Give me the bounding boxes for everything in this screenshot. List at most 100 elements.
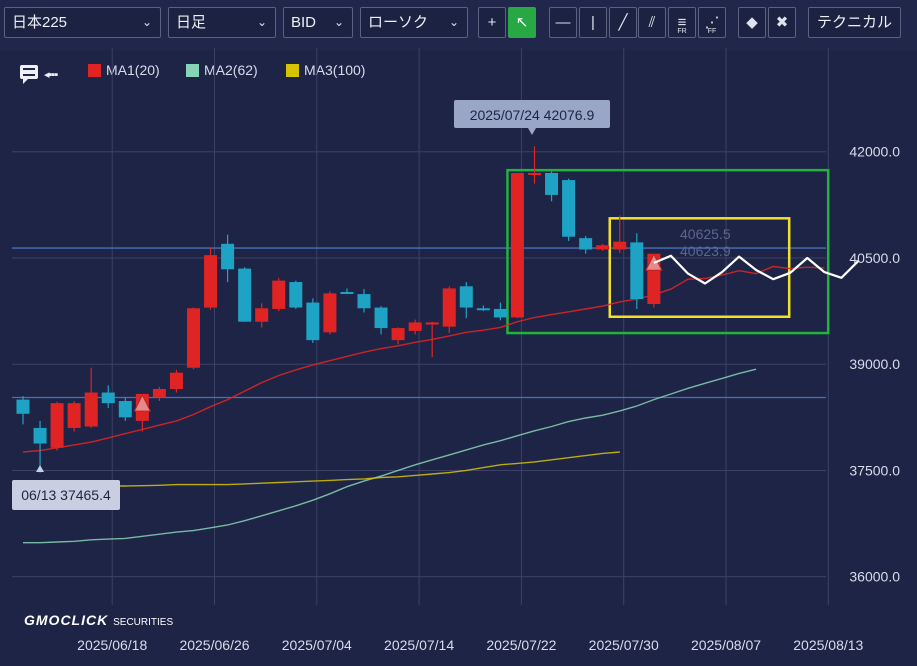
legend-swatch bbox=[88, 64, 101, 77]
candle bbox=[187, 307, 200, 370]
candle-body bbox=[67, 403, 81, 428]
x-tick-label: 2025/08/07 bbox=[691, 637, 761, 653]
candle bbox=[493, 302, 507, 321]
price-label-1: 40625.5 bbox=[680, 226, 731, 242]
logo-sub: SECURITIES bbox=[113, 617, 174, 628]
candle bbox=[272, 277, 286, 312]
candle bbox=[476, 305, 490, 312]
fibonacci-retracement-tool-sublabel: FR bbox=[677, 28, 687, 35]
vertical-line-tool[interactable]: | bbox=[579, 7, 607, 38]
candle-body bbox=[323, 293, 337, 333]
broker-logo: GMOCLICK SECURITIES bbox=[24, 612, 173, 628]
low-callout-label: 06/13 37465.4 bbox=[21, 487, 111, 503]
candle bbox=[306, 298, 320, 343]
x-tick-label: 2025/06/18 bbox=[77, 637, 147, 653]
cursor-icon: ↖ bbox=[515, 14, 529, 31]
legend-item-ma3[interactable]: MA3(100) bbox=[286, 62, 365, 78]
freehand-drawing bbox=[653, 254, 860, 285]
axis-labels: 42000.0 40500.0 39000.0 37500.0 36000.0 2025/… bbox=[77, 144, 900, 653]
x-tick-label: 2025/07/04 bbox=[282, 637, 352, 653]
eraser-tool[interactable]: ◆ bbox=[738, 7, 766, 38]
chart-style-label: ローソク bbox=[368, 14, 429, 31]
ma1-line bbox=[22, 265, 825, 453]
candle-body bbox=[562, 180, 576, 237]
collapse-legend-icon[interactable]: ◂▪▪▪ bbox=[44, 69, 58, 81]
technical-button[interactable]: テクニカル bbox=[808, 7, 902, 38]
legend-item-ma1[interactable]: MA1(20) bbox=[88, 62, 160, 78]
period-label: 日足 bbox=[176, 14, 207, 31]
candle-body bbox=[16, 399, 30, 414]
chart-style-dropdown[interactable]: ローソク ⌄ bbox=[360, 7, 468, 38]
x-tick-label: 2025/07/22 bbox=[486, 637, 556, 653]
fibonacci-fan-tool[interactable]: ⋰ FF bbox=[698, 7, 726, 38]
candle-body bbox=[238, 268, 252, 322]
trend-line-tool[interactable]: ╱ bbox=[609, 7, 637, 38]
chevron-down-icon: ⌄ bbox=[333, 15, 344, 29]
candle bbox=[459, 282, 473, 319]
candle-body bbox=[391, 328, 405, 341]
y-tick-label: 42000.0 bbox=[849, 144, 900, 160]
x-tick-label: 2025/07/14 bbox=[384, 637, 454, 653]
cursor-tool[interactable]: ↖ bbox=[508, 7, 536, 38]
candle-body bbox=[579, 238, 593, 250]
y-tick-label: 39000.0 bbox=[849, 356, 900, 372]
fibonacci-retracement-tool[interactable]: ≡ FR bbox=[668, 7, 696, 38]
candle bbox=[118, 397, 132, 421]
horizontal-line-tool[interactable]: — bbox=[549, 7, 577, 38]
candle bbox=[562, 178, 576, 241]
legend-label: MA1(20) bbox=[106, 62, 160, 78]
x-tick-label: 2025/07/30 bbox=[589, 637, 659, 653]
candle-body bbox=[204, 255, 218, 308]
green-rectangle bbox=[506, 168, 830, 335]
fibonacci-fan-icon: ⋰ bbox=[704, 14, 720, 31]
candle-body bbox=[289, 282, 303, 308]
candle-body bbox=[442, 288, 456, 327]
freehand-line bbox=[653, 254, 860, 285]
candle-body bbox=[476, 308, 490, 311]
price-label-2: 40623.9 bbox=[680, 243, 731, 259]
x-tick-label: 2025/08/13 bbox=[793, 637, 863, 653]
candle bbox=[613, 215, 627, 254]
drawn-rectangles bbox=[506, 168, 830, 335]
symbol-dropdown[interactable]: 日本225 ⌄ bbox=[4, 7, 161, 38]
candle-body bbox=[187, 308, 200, 368]
candle-body bbox=[613, 241, 627, 250]
y-tick-label: 37500.0 bbox=[849, 462, 900, 478]
high-callout-label: 2025/07/24 42076.9 bbox=[470, 107, 595, 123]
candle-body bbox=[169, 372, 183, 389]
x-tick-label: 2025/06/26 bbox=[179, 637, 249, 653]
delete-all-tool[interactable]: ✖ bbox=[768, 7, 796, 38]
candle-body bbox=[84, 392, 98, 427]
candle-body bbox=[221, 243, 235, 270]
crosshair-tool[interactable]: + bbox=[478, 7, 506, 38]
parallel-line-tool[interactable]: ⫽ bbox=[638, 7, 666, 38]
candle bbox=[510, 172, 524, 319]
period-dropdown[interactable]: 日足 ⌄ bbox=[168, 7, 276, 38]
legend-item-ma2[interactable]: MA2(62) bbox=[186, 62, 258, 78]
candle-body bbox=[340, 291, 354, 294]
candle bbox=[528, 146, 541, 184]
candle bbox=[255, 303, 269, 328]
price-type-dropdown[interactable]: BID ⌄ bbox=[283, 7, 353, 38]
candle-body bbox=[306, 302, 320, 341]
candle bbox=[33, 420, 47, 473]
candle-body bbox=[510, 172, 524, 318]
candle-body bbox=[101, 392, 115, 404]
candle bbox=[204, 247, 218, 310]
candle bbox=[442, 286, 456, 334]
candle-body bbox=[255, 308, 269, 322]
ma3-line bbox=[23, 451, 620, 487]
candle bbox=[340, 288, 354, 295]
candle bbox=[16, 396, 30, 425]
candle bbox=[289, 280, 303, 309]
legend-swatch bbox=[186, 64, 199, 77]
legend-swatch bbox=[286, 64, 299, 77]
price-type-label: BID bbox=[291, 14, 317, 31]
fibonacci-retracement-icon: ≡ bbox=[677, 14, 687, 31]
high-callout-box bbox=[454, 100, 610, 128]
chevron-down-icon: ⌄ bbox=[448, 15, 459, 29]
toolbar: 日本225 ⌄ 日足 ⌄ BID ⌄ ローソク ⌄ + ↖ — | ╱ ⫽ ≡ FR ⋰ FF ◆ ✖ テクニ… bbox=[0, 0, 917, 50]
chevron-down-icon: ⌄ bbox=[256, 15, 267, 29]
trend-line-icon: ╱ bbox=[618, 14, 628, 31]
